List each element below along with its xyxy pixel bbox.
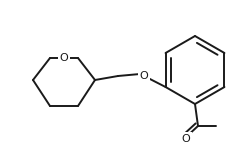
Text: O: O: [182, 134, 190, 144]
Text: O: O: [60, 53, 68, 63]
Text: O: O: [140, 71, 148, 81]
